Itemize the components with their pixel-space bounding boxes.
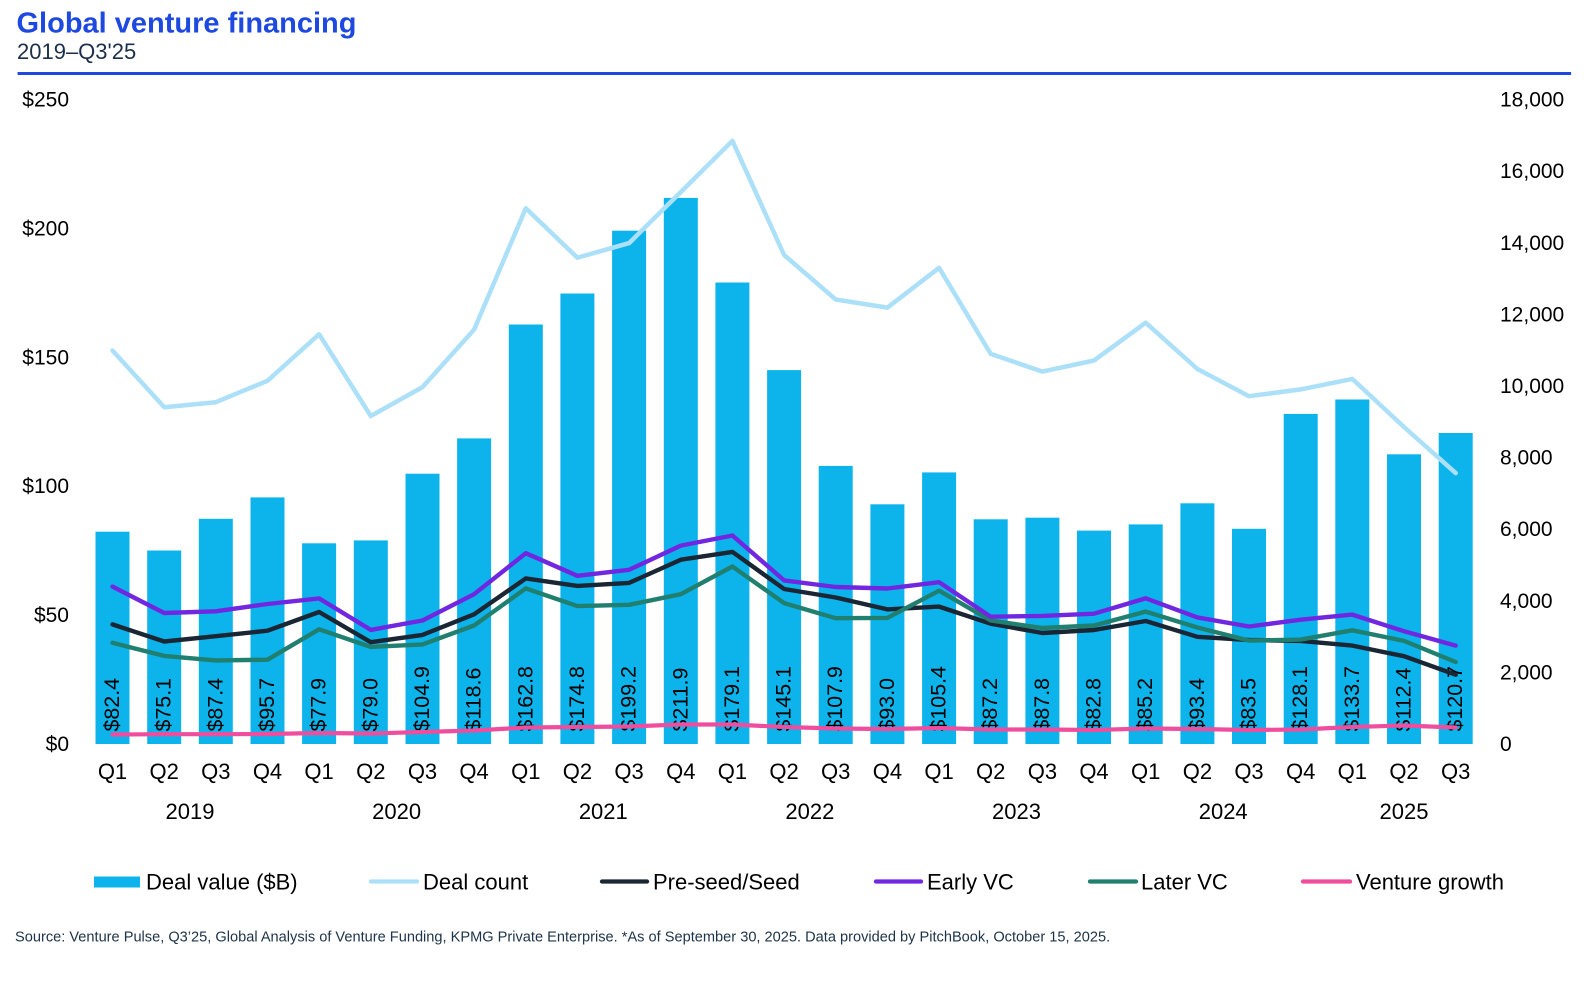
svg-text:Q2: Q2 <box>563 759 592 784</box>
svg-text:$120.7: $120.7 <box>1443 666 1467 731</box>
svg-text:Q4: Q4 <box>873 759 902 784</box>
svg-text:Global venture financing: Global venture financing <box>17 8 357 40</box>
svg-text:2019: 2019 <box>166 799 215 824</box>
svg-text:$145.1: $145.1 <box>772 666 796 731</box>
svg-text:$87.2: $87.2 <box>978 678 1002 732</box>
svg-text:2,000: 2,000 <box>1500 661 1553 684</box>
svg-text:4,000: 4,000 <box>1500 590 1553 613</box>
svg-text:0: 0 <box>1500 733 1512 756</box>
svg-text:Q3: Q3 <box>614 759 643 784</box>
svg-text:$0: $0 <box>46 733 69 756</box>
svg-text:Deal count: Deal count <box>423 870 528 895</box>
svg-text:Q2: Q2 <box>150 759 179 784</box>
svg-text:Q3: Q3 <box>821 759 850 784</box>
svg-text:Q4: Q4 <box>253 759 282 784</box>
svg-text:$87.4: $87.4 <box>203 678 227 732</box>
svg-text:Q3: Q3 <box>1028 759 1057 784</box>
svg-text:$50: $50 <box>34 604 69 627</box>
svg-text:Q2: Q2 <box>1389 759 1418 784</box>
svg-text:Q1: Q1 <box>511 759 540 784</box>
svg-text:$107.9: $107.9 <box>823 666 847 731</box>
svg-text:$162.8: $162.8 <box>513 666 537 731</box>
svg-text:2025: 2025 <box>1380 799 1429 824</box>
svg-text:$118.6: $118.6 <box>462 668 486 732</box>
svg-text:16,000: 16,000 <box>1500 160 1564 183</box>
svg-text:Q2: Q2 <box>356 759 385 784</box>
svg-text:$82.4: $82.4 <box>100 678 124 732</box>
svg-text:2022: 2022 <box>785 799 834 824</box>
svg-text:$83.5: $83.5 <box>1237 678 1261 732</box>
svg-text:$75.1: $75.1 <box>152 678 176 732</box>
svg-text:Q3: Q3 <box>1234 759 1263 784</box>
svg-text:$95.7: $95.7 <box>255 678 279 732</box>
svg-text:18,000: 18,000 <box>1500 89 1564 112</box>
svg-text:$79.0: $79.0 <box>358 678 382 732</box>
svg-text:2021: 2021 <box>579 799 628 824</box>
svg-text:Later VC: Later VC <box>1141 870 1228 895</box>
svg-text:$112.4: $112.4 <box>1392 668 1416 732</box>
svg-text:2019–Q3'25: 2019–Q3'25 <box>17 39 136 64</box>
svg-text:$105.4: $105.4 <box>927 666 951 732</box>
svg-text:Q4: Q4 <box>1079 759 1108 784</box>
svg-text:Pre-seed/Seed: Pre-seed/Seed <box>653 870 800 895</box>
svg-text:14,000: 14,000 <box>1500 232 1564 255</box>
svg-text:Q1: Q1 <box>924 759 953 784</box>
svg-text:Q4: Q4 <box>1286 759 1315 784</box>
svg-text:Q1: Q1 <box>1131 759 1160 784</box>
svg-text:Source: Venture Pulse, Q3’25,: Source: Venture Pulse, Q3’25, Global Ana… <box>15 930 1110 946</box>
svg-text:Q2: Q2 <box>769 759 798 784</box>
svg-text:Q1: Q1 <box>304 759 333 784</box>
svg-text:$133.7: $133.7 <box>1340 666 1364 731</box>
svg-text:$179.1: $179.1 <box>720 666 744 731</box>
svg-text:10,000: 10,000 <box>1500 375 1564 398</box>
svg-text:12,000: 12,000 <box>1500 303 1564 326</box>
svg-text:Q2: Q2 <box>976 759 1005 784</box>
svg-text:$211.9: $211.9 <box>668 668 692 732</box>
svg-text:Venture growth: Venture growth <box>1356 870 1504 895</box>
svg-text:Q4: Q4 <box>459 759 488 784</box>
svg-text:Q4: Q4 <box>666 759 695 784</box>
svg-text:Q3: Q3 <box>1441 759 1470 784</box>
svg-text:$150: $150 <box>22 346 69 369</box>
svg-text:2024: 2024 <box>1199 799 1248 824</box>
svg-text:Q3: Q3 <box>201 759 230 784</box>
svg-text:$93.4: $93.4 <box>1185 678 1209 732</box>
svg-text:Q1: Q1 <box>718 759 747 784</box>
svg-text:$100: $100 <box>22 475 69 498</box>
svg-text:$200: $200 <box>22 218 69 241</box>
svg-text:Early VC: Early VC <box>927 870 1014 895</box>
svg-text:2023: 2023 <box>992 799 1041 824</box>
svg-text:Deal value ($B): Deal value ($B) <box>146 870 298 895</box>
svg-text:Q3: Q3 <box>408 759 437 784</box>
svg-text:$85.2: $85.2 <box>1133 678 1157 732</box>
svg-text:2020: 2020 <box>372 799 421 824</box>
svg-text:$174.8: $174.8 <box>565 666 589 731</box>
svg-text:$128.1: $128.1 <box>1288 666 1312 731</box>
svg-text:$104.9: $104.9 <box>410 666 434 731</box>
svg-text:8,000: 8,000 <box>1500 447 1553 470</box>
svg-text:$199.2: $199.2 <box>617 666 641 731</box>
svg-text:$93.0: $93.0 <box>875 678 899 732</box>
svg-text:$77.9: $77.9 <box>307 678 331 732</box>
svg-text:6,000: 6,000 <box>1500 518 1553 541</box>
svg-text:Q1: Q1 <box>1338 759 1367 784</box>
svg-text:$250: $250 <box>22 89 69 112</box>
svg-text:Q1: Q1 <box>98 759 127 784</box>
svg-text:Q2: Q2 <box>1183 759 1212 784</box>
svg-text:$87.8: $87.8 <box>1030 678 1054 732</box>
svg-text:$82.8: $82.8 <box>1082 678 1106 732</box>
